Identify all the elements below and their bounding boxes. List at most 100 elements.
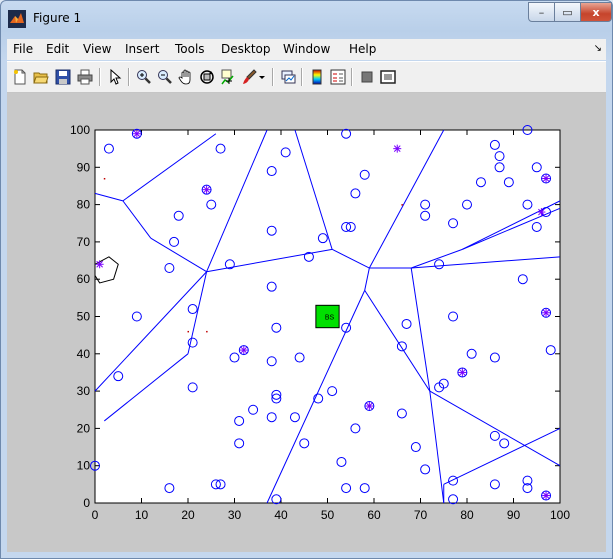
sensor-node <box>271 494 282 505</box>
menu-overflow-arrow-icon[interactable]: ↘ <box>593 43 602 54</box>
x-tick-label: 20 <box>181 508 195 522</box>
sensor-node <box>489 352 500 363</box>
colorbar-icon[interactable] <box>308 68 326 86</box>
rotate-3d-icon[interactable] <box>198 68 216 86</box>
brush-dropdown-icon[interactable] <box>257 68 267 86</box>
voronoi-edge <box>443 427 561 485</box>
x-tick-label: 50 <box>321 508 335 522</box>
toolbar-separator <box>128 68 130 86</box>
sensor-node <box>541 490 552 501</box>
voronoi-edge <box>94 271 207 392</box>
y-tick-label: 50 <box>77 310 91 324</box>
sensor-node <box>173 210 184 221</box>
sensor-node <box>238 345 249 356</box>
menu-edit[interactable]: Edit <box>46 42 70 56</box>
menu-view[interactable]: View <box>83 42 112 56</box>
scatter-plot[interactable]: 0 10 20 30 40 50 60 70 80 90 100 0 10 20 30 40 50 60 70 80… <box>7 93 606 552</box>
x-tick-label: 90 <box>507 508 521 522</box>
print-icon[interactable] <box>76 68 94 86</box>
sensor-node <box>289 412 300 423</box>
voronoi-edge <box>411 248 463 269</box>
voronoi-edge <box>462 200 561 250</box>
sensor-node <box>266 356 277 367</box>
menu-bar: File Edit View Insert Tools Desktop Wind… <box>7 39 606 60</box>
sensor-node <box>299 438 310 449</box>
link-plot-icon[interactable] <box>279 68 297 86</box>
x-tick-label: 80 <box>460 508 474 522</box>
hide-plot-tools-icon[interactable] <box>358 68 376 86</box>
y-tick-label: 20 <box>77 421 91 435</box>
sensor-node <box>401 318 412 329</box>
show-plot-tools-icon[interactable] <box>379 68 397 86</box>
voronoi-edge <box>187 271 208 354</box>
sensor-node <box>489 479 500 490</box>
ch-stroke <box>365 402 373 410</box>
menu-file[interactable]: File <box>13 42 34 56</box>
cluster-head-marker <box>542 174 551 183</box>
sensor-node <box>350 423 361 434</box>
menu-window[interactable]: Window <box>283 42 331 56</box>
y-tick-label: 30 <box>77 384 91 398</box>
menu-insert[interactable]: Insert <box>125 42 160 56</box>
sensor-node <box>345 221 356 232</box>
sensor-node <box>489 139 500 150</box>
maximize-button[interactable]: ▭ <box>554 2 581 22</box>
figure-canvas[interactable]: 0 10 20 30 40 50 60 70 80 90 100 0 10 20 30 40 50 60 70 80… <box>7 93 606 552</box>
sensor-node <box>531 162 542 173</box>
menu-desktop[interactable]: Desktop <box>221 42 271 56</box>
y-tick-label: 10 <box>77 459 91 473</box>
ch-stroke <box>542 175 550 182</box>
pan-hand-icon[interactable] <box>177 68 195 86</box>
x-tick-label: 30 <box>228 508 242 522</box>
sparse-mark <box>187 330 189 333</box>
sensor-node <box>215 143 226 154</box>
sparse-mark <box>401 204 403 206</box>
maximize-icon: ▭ <box>562 5 573 19</box>
open-file-icon[interactable] <box>32 68 50 86</box>
select-arrow-icon[interactable] <box>106 68 124 86</box>
sensor-node <box>494 162 505 173</box>
zoom-in-icon[interactable] <box>135 68 153 86</box>
ch-stroke <box>538 208 545 216</box>
sensor-node <box>206 199 217 210</box>
voronoi-edge <box>331 248 370 269</box>
close-button[interactable]: x <box>580 2 612 22</box>
title-bar[interactable]: Figure 1 – ▭ x <box>1 1 612 37</box>
sensor-node <box>317 233 328 244</box>
x-tick-label: 40 <box>274 508 288 522</box>
sensor-node <box>359 169 370 180</box>
sensor-node <box>210 479 221 490</box>
brush-icon[interactable] <box>240 68 258 86</box>
new-figure-icon[interactable] <box>11 68 29 86</box>
sensor-node <box>396 408 407 419</box>
sensor-node <box>266 166 277 177</box>
zoom-out-icon[interactable] <box>156 68 174 86</box>
sensor-node <box>341 322 352 333</box>
menu-help[interactable]: Help <box>349 42 377 56</box>
sensor-node <box>266 225 277 236</box>
legend-icon[interactable] <box>329 68 347 86</box>
data-cursor-icon[interactable] <box>219 68 237 86</box>
sensor-node <box>531 221 542 232</box>
base-station-label: BS <box>325 315 335 322</box>
sensor-node <box>103 143 114 154</box>
sensor-node <box>336 456 347 467</box>
voronoi-edge <box>462 207 561 250</box>
save-icon[interactable] <box>54 68 72 86</box>
ch-stroke <box>203 186 210 194</box>
sensor-node <box>420 199 431 210</box>
menu-tools[interactable]: Tools <box>175 42 205 56</box>
close-icon: x <box>592 5 600 19</box>
cluster-head-marker <box>95 260 104 269</box>
y-tick-label: 100 <box>70 123 90 137</box>
sensor-node <box>187 304 198 315</box>
sensor-node <box>303 251 314 262</box>
sensor-node <box>457 367 468 378</box>
minimize-button[interactable]: – <box>528 2 555 22</box>
figure-toolbar <box>7 61 606 93</box>
sensor-node <box>545 345 556 356</box>
sensor-node <box>420 210 431 221</box>
sensor-node <box>169 236 180 247</box>
sensor-node <box>494 151 505 162</box>
sensor-node <box>489 430 500 441</box>
